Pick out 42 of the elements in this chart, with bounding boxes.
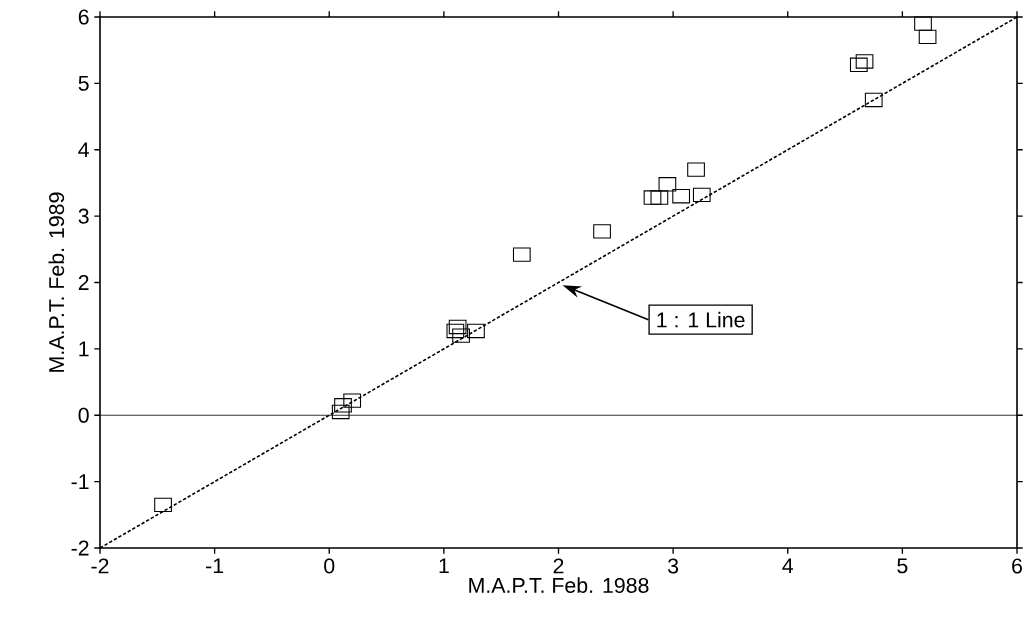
x-tick-label: -1 [206,558,224,574]
point [692,187,711,203]
y-tick-label: 6 [78,9,89,25]
point [467,323,485,339]
y-tick-label: -1 [71,474,89,489]
point [849,57,868,72]
y-tick-label: 0 [78,407,89,423]
point [593,224,611,239]
point [512,247,531,262]
x-tick-label: 4 [782,558,794,574]
y-tick-label: 5 [78,75,89,91]
x-tick-label: 5 [897,558,908,574]
x-tick-label: 0 [324,558,335,574]
point [343,393,362,408]
point [448,319,467,335]
y-axis-title: M.A.P.T. Feb. 1989 [48,192,65,372]
point [855,54,874,69]
point [452,328,470,343]
y-tick-label: 4 [78,142,89,158]
point [914,16,932,31]
point [687,162,705,177]
point [672,189,691,204]
y-tick-label: 2 [78,275,89,290]
x-axis-title: M.A.P.T. Feb. 1988 [469,577,649,593]
y-tick-label: 1 [79,341,89,357]
point [658,177,677,192]
point [650,190,669,205]
y-tick-label: 3 [78,208,89,224]
x-tick-label: 1 [439,558,449,574]
point [643,190,662,205]
point [918,29,937,45]
point [446,323,465,339]
x-tick-label: 6 [1012,558,1022,574]
annotation: 1 : 1 Line [657,311,745,328]
point [154,497,172,513]
x-tick-label: 3 [668,558,679,574]
x-tick-label: 2 [553,558,564,574]
x-tick-label: -2 [91,558,109,574]
y-tick-label: -2 [71,540,89,556]
point [334,398,352,413]
point [864,92,883,108]
point [331,404,350,420]
